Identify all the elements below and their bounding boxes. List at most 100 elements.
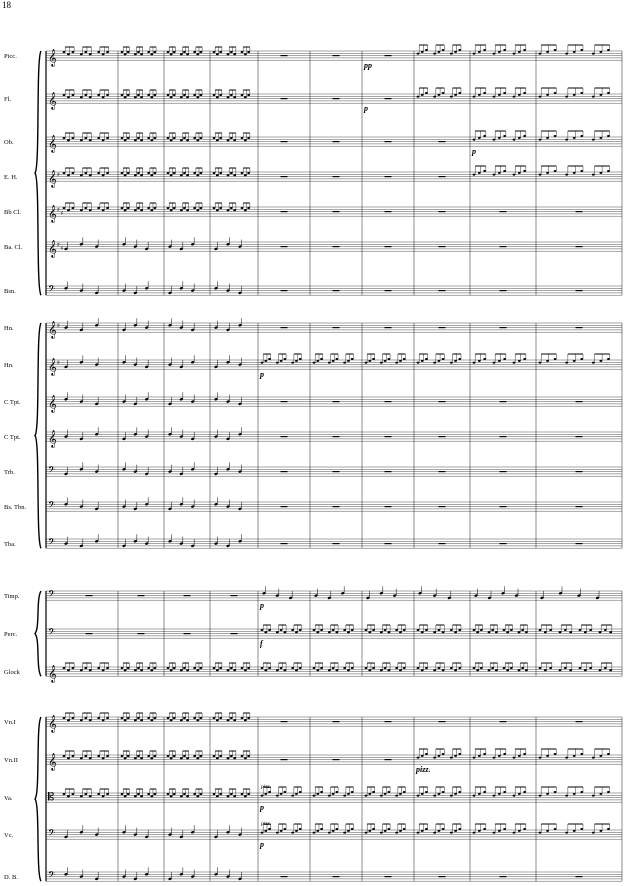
eighth-note bbox=[458, 753, 462, 755]
eighth-note bbox=[179, 53, 183, 56]
multirest-bar bbox=[575, 506, 583, 508]
eighth-note bbox=[350, 358, 354, 360]
dynamic-marking: pizz. bbox=[415, 765, 430, 774]
eighth-note bbox=[199, 51, 203, 53]
eighth-note bbox=[84, 667, 88, 669]
quarter-note bbox=[191, 328, 195, 332]
multirest-bar bbox=[438, 327, 446, 329]
eighth-note bbox=[140, 174, 143, 177]
multirest-bar bbox=[280, 876, 288, 878]
eighth-note bbox=[492, 756, 496, 759]
eighth-note bbox=[169, 719, 173, 722]
eighth-note bbox=[368, 829, 372, 832]
multirest-bar bbox=[499, 543, 507, 545]
eighth-note bbox=[186, 719, 189, 722]
multirest-bar bbox=[575, 876, 583, 878]
quarter-note bbox=[95, 470, 99, 473]
quarter-note bbox=[341, 592, 345, 595]
eighth-note bbox=[512, 173, 516, 176]
quarter-note bbox=[226, 361, 230, 364]
eighth-note bbox=[67, 53, 70, 56]
quarter-note bbox=[95, 324, 99, 327]
eighth-note bbox=[229, 667, 233, 669]
quarter-note bbox=[191, 361, 195, 364]
quarter-note bbox=[191, 289, 195, 292]
eighth-note bbox=[454, 669, 457, 672]
eighth-note bbox=[609, 631, 613, 634]
eighth-note bbox=[387, 828, 391, 830]
eighth-note bbox=[379, 669, 383, 672]
eighth-note bbox=[472, 138, 476, 141]
eighth-note bbox=[199, 172, 203, 174]
eighth-note bbox=[402, 358, 406, 360]
multirest-bar bbox=[438, 471, 446, 473]
instrument-label: Bb Cl. bbox=[4, 209, 21, 216]
eighth-note bbox=[437, 93, 441, 96]
eighth-note bbox=[215, 96, 219, 99]
eighth-note bbox=[399, 829, 402, 832]
eighth-note bbox=[193, 137, 197, 139]
eighth-note bbox=[215, 795, 219, 798]
eighth-note bbox=[497, 171, 501, 174]
multirest-bar bbox=[384, 721, 392, 723]
eighth-note bbox=[420, 93, 424, 96]
multirest-bar bbox=[280, 246, 288, 248]
eighth-note bbox=[572, 792, 576, 795]
eighth-note bbox=[101, 53, 105, 56]
eighth-note bbox=[62, 137, 66, 139]
eighth-note bbox=[71, 172, 75, 174]
eighth-note bbox=[233, 669, 237, 672]
eighth-note bbox=[517, 93, 521, 96]
quarter-note bbox=[122, 289, 126, 292]
eighth-note bbox=[425, 629, 428, 631]
instrument-label: Ba. Cl. bbox=[4, 244, 23, 251]
eighth-note bbox=[503, 49, 507, 51]
eighth-note bbox=[565, 361, 569, 364]
eighth-note bbox=[506, 669, 510, 672]
eighth-note bbox=[572, 829, 576, 832]
eighth-note bbox=[416, 794, 420, 797]
quarter-note bbox=[214, 542, 218, 545]
eighth-note bbox=[88, 669, 92, 672]
treble-clef-icon: 𝄞 bbox=[48, 170, 57, 188]
quarter-note bbox=[168, 245, 172, 248]
eighth-note bbox=[347, 669, 350, 672]
multirest-bar bbox=[332, 721, 340, 723]
staff-bstbn: Bs. Tbn. 𝄢 bbox=[4, 497, 622, 512]
eighth-note bbox=[320, 791, 323, 793]
system-brace bbox=[34, 50, 42, 296]
eighth-note bbox=[538, 667, 542, 669]
eighth-note bbox=[458, 828, 462, 830]
eighth-note bbox=[364, 361, 368, 364]
eighth-note bbox=[350, 791, 354, 793]
eighth-note bbox=[179, 96, 183, 99]
quarter-note bbox=[226, 400, 230, 403]
multirest-bar bbox=[280, 327, 288, 329]
eighth-note bbox=[126, 94, 130, 96]
eighth-note bbox=[264, 669, 268, 672]
eighth-note bbox=[179, 139, 183, 142]
eighth-note bbox=[335, 669, 339, 672]
eighth-note bbox=[183, 717, 186, 719]
quarter-note bbox=[238, 245, 242, 248]
eighth-note bbox=[492, 138, 496, 141]
instrument-label: Vn.I bbox=[4, 719, 16, 726]
eighth-note bbox=[572, 359, 576, 362]
eighth-note bbox=[383, 359, 387, 362]
eighth-note bbox=[563, 667, 567, 669]
quarter-note bbox=[95, 833, 99, 836]
eighth-note bbox=[133, 209, 137, 212]
eighth-note bbox=[335, 631, 339, 634]
eighth-note bbox=[395, 629, 399, 631]
eighth-note bbox=[67, 719, 70, 722]
eighth-note bbox=[97, 137, 101, 139]
eighth-note bbox=[399, 631, 402, 634]
instrument-label: Bsn. bbox=[4, 288, 16, 295]
eighth-note bbox=[472, 756, 476, 759]
eighth-note bbox=[425, 667, 428, 669]
eighth-note bbox=[523, 791, 527, 793]
eighth-note bbox=[247, 172, 251, 174]
eighth-note bbox=[521, 629, 525, 631]
eighth-note bbox=[140, 139, 143, 142]
eighth-note bbox=[150, 757, 154, 760]
